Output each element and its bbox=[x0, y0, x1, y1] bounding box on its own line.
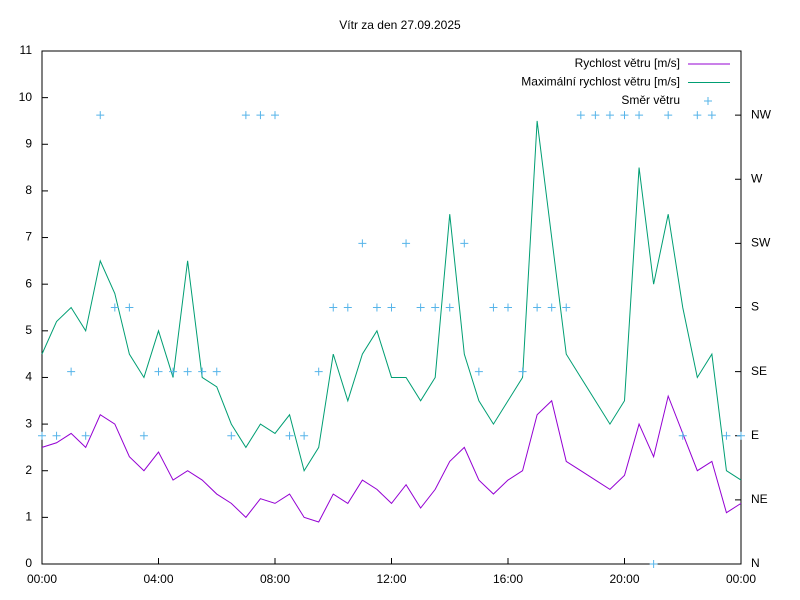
direction-point bbox=[314, 367, 323, 376]
direction-point bbox=[460, 239, 469, 248]
direction-point bbox=[649, 560, 658, 568]
direction-point bbox=[343, 303, 352, 312]
direction-point bbox=[402, 239, 411, 248]
y2-tick-label: N bbox=[751, 556, 760, 570]
direction-point bbox=[96, 111, 105, 120]
y-tick-label: 4 bbox=[25, 370, 32, 384]
legend-symbol bbox=[704, 97, 712, 105]
direction-point bbox=[533, 303, 542, 312]
y-tick-label: 5 bbox=[25, 323, 32, 337]
direction-point bbox=[445, 303, 454, 312]
direction-point bbox=[707, 111, 716, 120]
direction-point bbox=[518, 367, 527, 376]
y-tick-label: 3 bbox=[25, 416, 32, 430]
direction-point bbox=[431, 303, 440, 312]
y-tick-label: 2 bbox=[25, 463, 32, 477]
direction-point bbox=[125, 303, 134, 312]
direction-point bbox=[387, 303, 396, 312]
x-tick-label: 12:00 bbox=[376, 572, 406, 586]
direction-point bbox=[693, 111, 702, 120]
direction-point bbox=[300, 431, 309, 440]
direction-point bbox=[358, 239, 367, 248]
x-tick-label: 20:00 bbox=[609, 572, 639, 586]
direction-point bbox=[722, 431, 731, 440]
y-tick-label: 11 bbox=[20, 43, 33, 57]
direction-point bbox=[605, 111, 614, 120]
direction-point bbox=[212, 367, 221, 376]
y-tick-label: 0 bbox=[25, 556, 32, 570]
direction-point bbox=[38, 431, 46, 440]
y2-tick-label: NW bbox=[751, 107, 772, 121]
y-tick-label: 9 bbox=[25, 136, 32, 150]
y-tick-label: 7 bbox=[25, 230, 32, 244]
direction-point bbox=[67, 367, 76, 376]
direction-point bbox=[139, 431, 148, 440]
direction-point bbox=[664, 111, 673, 120]
direction-point bbox=[547, 303, 556, 312]
y2-tick-label: W bbox=[751, 171, 763, 185]
direction-point bbox=[489, 303, 498, 312]
direction-point bbox=[183, 367, 192, 376]
direction-point bbox=[271, 111, 279, 120]
legend-label: Rychlost větru [m/s] bbox=[575, 56, 680, 70]
y-tick-label: 10 bbox=[19, 90, 33, 104]
direction-point bbox=[154, 367, 163, 376]
direction-point bbox=[329, 303, 338, 312]
direction-point bbox=[81, 431, 90, 440]
series-line bbox=[41, 394, 742, 523]
direction-point bbox=[678, 431, 687, 440]
y2-tick-label: NE bbox=[751, 492, 768, 506]
y2-tick-label: S bbox=[751, 300, 759, 314]
direction-point bbox=[737, 431, 745, 440]
x-tick-label: 00:00 bbox=[27, 572, 57, 586]
legend-label: Maximální rychlost větru [m/s] bbox=[521, 75, 680, 89]
direction-point bbox=[591, 111, 600, 120]
direction-point bbox=[620, 111, 629, 120]
direction-point bbox=[169, 367, 178, 376]
y2-tick-label: SE bbox=[751, 364, 767, 378]
x-tick-label: 16:00 bbox=[493, 572, 523, 586]
direction-point bbox=[562, 303, 571, 312]
y-tick-label: 8 bbox=[25, 183, 32, 197]
direction-point bbox=[504, 303, 512, 312]
direction-point bbox=[285, 431, 294, 440]
x-tick-label: 00:00 bbox=[726, 572, 756, 586]
direction-point bbox=[241, 111, 250, 120]
direction-point bbox=[52, 431, 61, 440]
direction-point bbox=[227, 431, 236, 440]
series-line bbox=[41, 120, 742, 481]
x-tick-label: 04:00 bbox=[143, 572, 173, 586]
y2-tick-label: E bbox=[751, 428, 759, 442]
direction-point bbox=[474, 367, 483, 376]
direction-point bbox=[635, 111, 644, 120]
direction-point bbox=[576, 111, 585, 120]
y2-tick-label: SW bbox=[751, 236, 771, 250]
direction-point bbox=[198, 367, 207, 376]
direction-point bbox=[256, 111, 265, 120]
y-tick-label: 6 bbox=[25, 276, 32, 290]
y-tick-label: 1 bbox=[25, 510, 32, 524]
x-tick-label: 08:00 bbox=[260, 572, 290, 586]
direction-point bbox=[372, 303, 381, 312]
direction-point bbox=[416, 303, 425, 312]
direction-point bbox=[110, 303, 119, 312]
chart-title: Vítr za den 27.09.2025 bbox=[339, 18, 461, 32]
legend-label: Směr větru bbox=[621, 93, 680, 107]
